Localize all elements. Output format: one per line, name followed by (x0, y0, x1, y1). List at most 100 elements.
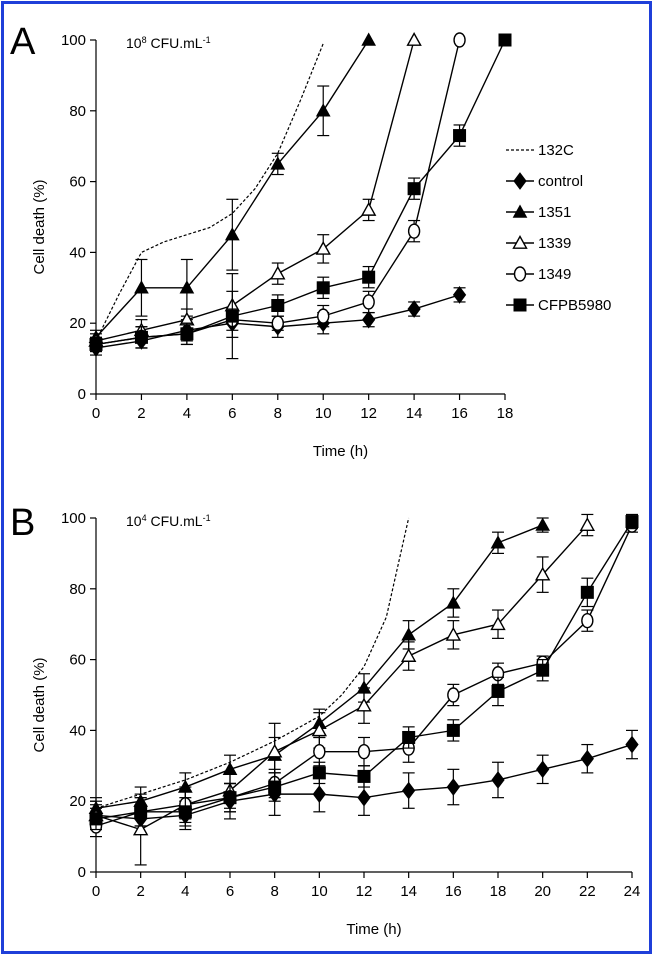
panel-a-series-1351-point (179, 280, 195, 294)
panel-a-series-1349-point (453, 32, 466, 48)
panel-b-y-tick-label: 0 (78, 864, 86, 881)
panel-a-x-tick-label: 12 (360, 405, 377, 422)
panel-b-series-control-point (580, 749, 594, 768)
panel-b-x-tick-label: 8 (270, 883, 278, 900)
panel-b-series-1349-point (447, 687, 460, 703)
panel-a-y-axis-label: Cell death (%) (31, 179, 48, 274)
panel-a-series-cfpb5980-point (271, 299, 285, 312)
panel-b-series-1351-point (445, 595, 461, 609)
panel-b-series-control-point (446, 778, 460, 796)
legend-label: control (538, 173, 583, 190)
panel-a-y-tick-label: 60 (69, 174, 86, 191)
panel-b-series-1339-point (311, 722, 328, 737)
legend-item-1349: 1349 (506, 266, 571, 283)
panel-a-x-tick-label: 16 (451, 405, 468, 422)
panel-b-series-cfpb5980-point (89, 812, 103, 826)
panel-a-series-132c (95, 43, 324, 342)
panel-b-series-cfpb5980-point (134, 805, 148, 819)
panel-a-series-1339-point (360, 201, 377, 216)
panel-a-x-tick-label: 18 (497, 405, 514, 422)
panel-a-series-1351-point (270, 156, 286, 170)
panel-a-series-cfpb5980-point (498, 33, 512, 47)
panel-b-series-1351-point (535, 517, 551, 531)
legend: 132C control 1351 1339 1349 CFPB5980 (506, 142, 611, 314)
panel-a-series-132c-line (95, 43, 324, 342)
panel-b-series-1349-point (357, 743, 371, 760)
panel-b-series-1349-point (313, 743, 326, 760)
panel-b-x-tick-label: 12 (356, 883, 373, 900)
legend-marker (512, 204, 528, 218)
legend-marker (513, 298, 527, 312)
panel-a-x-tick-label: 2 (137, 405, 145, 422)
panel-a-series-1349-point (362, 294, 375, 310)
legend-marker (513, 172, 527, 190)
panel-a-y-tick-label: 100 (61, 32, 86, 49)
panel-b-series-cfpb5980-point (402, 730, 416, 744)
panel-a-concentration: 108 CFU.mL-1 (126, 35, 211, 51)
panel-a-series-1339-line (95, 39, 415, 342)
panel-a-series-control-point (452, 286, 467, 304)
panel-b-x-tick-label: 16 (445, 883, 462, 900)
panel-b-letter: B (10, 502, 35, 544)
panel-a-series-control-point (407, 300, 421, 318)
panel-b-series-132c-line (95, 517, 410, 809)
panel-a-series-cfpb5980-point (89, 337, 103, 351)
panel-a-x-tick-label: 10 (315, 405, 332, 422)
panel-b-x-tick-label: 14 (400, 883, 417, 900)
panel-b-series-control-point (625, 735, 639, 754)
legend-label: 1339 (538, 235, 571, 252)
panel-a-series-1349-point (271, 315, 284, 331)
panel-a-series-cfpb5980 (89, 33, 512, 360)
panel-b-y-tick-label: 80 (69, 581, 86, 598)
panel-b-x-tick-label: 6 (226, 883, 234, 900)
panel-b-y-tick-label: 20 (69, 793, 86, 810)
panel-b-series-cfpb5980-point (223, 791, 237, 805)
panel-a-y-tick-label: 40 (69, 244, 86, 261)
panel-a-series-cfpb5980-point (134, 330, 148, 344)
panel-b-series-1339-point (356, 697, 372, 712)
panel-b-y-axis-label: Cell death (%) (31, 657, 48, 752)
panel-b-x-tick-label: 18 (490, 883, 507, 900)
panel-a-y-tick-label: 80 (69, 103, 86, 120)
panel-a-x-tick-label: 4 (183, 405, 191, 422)
panel-b-series-cfpb5980-point (268, 780, 282, 794)
panel-a-y-tick-label: 20 (69, 315, 86, 332)
panel-b-series-control-point (491, 771, 505, 789)
panel-a-letter: A (10, 21, 36, 63)
panel-a-series-1351-point (315, 103, 331, 117)
panel-a-series-1349-point (407, 223, 421, 239)
panel-b-x-tick-label: 10 (311, 883, 328, 900)
panel-b-series-1339-point (490, 616, 506, 631)
legend-item-132c: 132C (506, 142, 574, 159)
panel-a-series-cfpb5980-line (95, 39, 506, 346)
legend-item-cfpb5980: CFPB5980 (506, 297, 611, 314)
legend-label: 1349 (538, 266, 571, 283)
panel-b-series-1349-point (581, 612, 594, 629)
panel-b-x-tick-label: 22 (579, 883, 596, 900)
panel-a-series-1349-point (317, 308, 330, 324)
panel-a-series-1339-point (406, 32, 422, 46)
panel-a-y-tick-label: 0 (78, 386, 86, 403)
panel-a-series-1339-point (315, 240, 331, 255)
panel-b-series-1339-point (132, 821, 149, 836)
panel-b-series-control-point (312, 785, 326, 803)
panel-b-series-1339-point (579, 517, 596, 531)
panel-a-x-tick-label: 14 (406, 405, 423, 422)
panel-b-series-1339-line (95, 524, 588, 831)
panel-b-y-tick-label: 60 (69, 652, 86, 669)
panel-b-series-1339-point (534, 566, 551, 581)
panel-a-series-cfpb5980-point (407, 182, 421, 196)
panel-b-y-tick-label: 40 (69, 722, 86, 739)
panel-b-series-cfpb5980-point (625, 515, 639, 529)
panel-b-x-tick-label: 24 (624, 883, 641, 900)
panel-b-x-tick-label: 2 (136, 883, 144, 900)
panel-b-x-tick-label: 0 (92, 883, 100, 900)
panel-b-series-control-point (536, 760, 550, 779)
panel-b-series-132c (95, 517, 410, 809)
panel-b-series-cfpb5980-point (312, 766, 326, 780)
legend-marker (512, 235, 528, 249)
panel-a-series-control-point (362, 310, 376, 329)
panel-a-x-tick-label: 0 (92, 405, 100, 422)
